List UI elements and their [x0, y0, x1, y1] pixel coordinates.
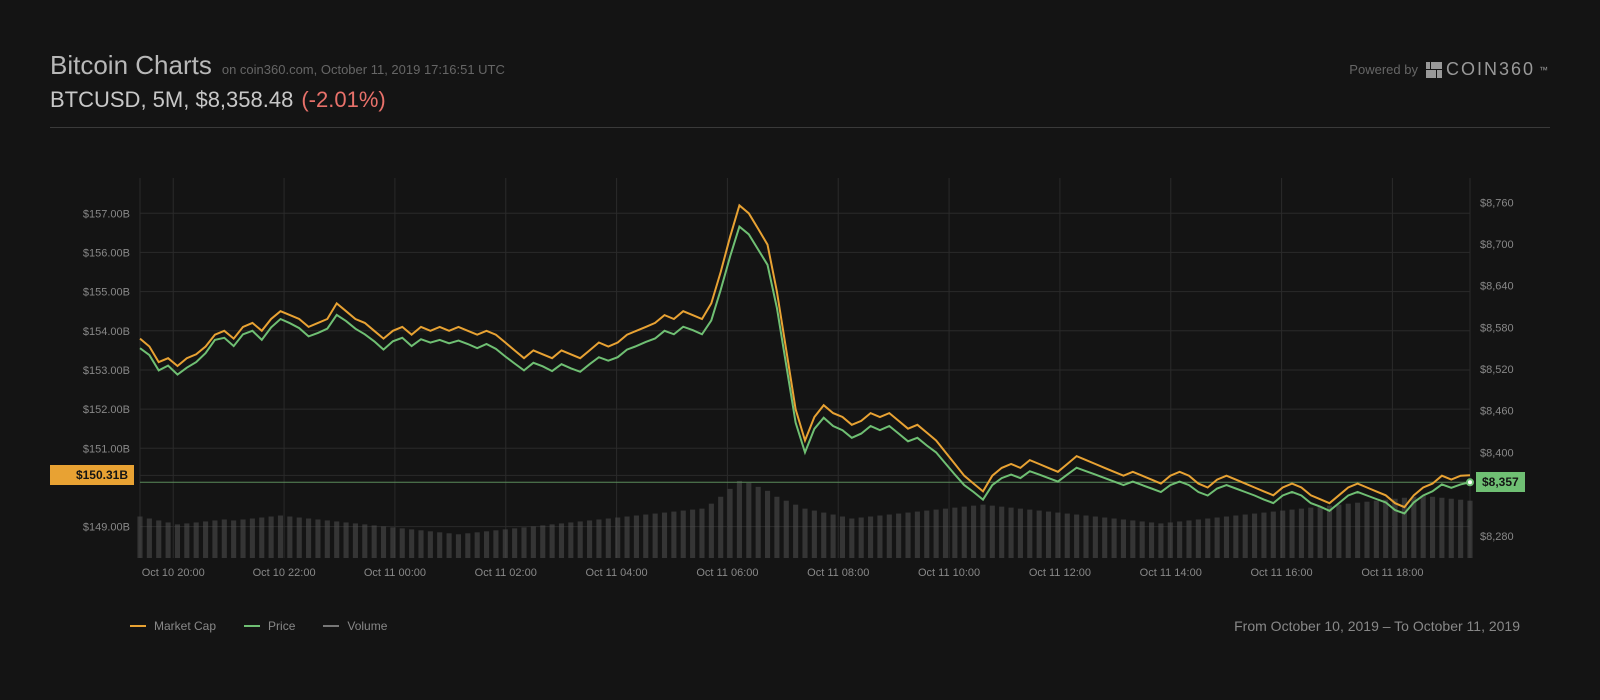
svg-text:$8,700: $8,700: [1480, 239, 1514, 251]
change-pct: (-2.01%): [301, 87, 385, 113]
page-title: Bitcoin Charts: [50, 50, 212, 81]
price-chart-svg: $149.00B $151.00B $152.00B $153.00B $154.00B…: [50, 168, 1550, 588]
svg-text:$8,520: $8,520: [1480, 364, 1514, 376]
svg-text:Oct 10 20:00: Oct 10 20:00: [142, 567, 205, 579]
legend-row: Market Cap Price Volume From October 10, 2…: [50, 618, 1550, 634]
svg-text:Oct 11 00:00: Oct 11 00:00: [364, 567, 426, 579]
chart-container: Bitcoin Charts on coin360.com, October 1…: [0, 0, 1600, 654]
svg-text:Oct 10 22:00: Oct 10 22:00: [253, 567, 316, 579]
svg-text:$153.00B: $153.00B: [83, 365, 130, 377]
powered-by-label: Powered by: [1349, 62, 1418, 77]
svg-text:$8,640: $8,640: [1480, 281, 1514, 293]
svg-text:$8,400: $8,400: [1480, 447, 1514, 459]
svg-text:$8,580: $8,580: [1480, 322, 1514, 334]
legend-item: Volume: [323, 619, 387, 633]
source-line: on coin360.com, October 11, 2019 17:16:5…: [222, 62, 505, 77]
divider: [50, 127, 1550, 128]
svg-text:Oct 11 06:00: Oct 11 06:00: [696, 567, 758, 579]
right-price-marker: $8,357: [1476, 472, 1525, 492]
header-row: Bitcoin Charts on coin360.com, October 1…: [50, 50, 1550, 81]
svg-text:Oct 11 04:00: Oct 11 04:00: [585, 567, 647, 579]
svg-text:$151.00B: $151.00B: [83, 443, 130, 455]
svg-text:$8,460: $8,460: [1480, 406, 1514, 418]
svg-text:$154.00B: $154.00B: [83, 326, 130, 338]
svg-text:Oct 11 08:00: Oct 11 08:00: [807, 567, 869, 579]
svg-text:Oct 11 18:00: Oct 11 18:00: [1361, 567, 1423, 579]
grid-icon: [1426, 62, 1442, 78]
svg-text:$156.00B: $156.00B: [83, 247, 130, 259]
svg-text:$152.00B: $152.00B: [83, 404, 130, 416]
brand-tm: ™: [1539, 65, 1550, 75]
svg-text:$8,280: $8,280: [1480, 531, 1514, 543]
svg-text:Oct 11 12:00: Oct 11 12:00: [1029, 567, 1091, 579]
brand-logo: COIN360 ™: [1426, 59, 1550, 80]
powered-by: Powered by COIN360 ™: [1349, 59, 1550, 80]
legend-item: Price: [244, 619, 295, 633]
svg-text:Oct 11 02:00: Oct 11 02:00: [475, 567, 537, 579]
svg-text:$155.00B: $155.00B: [83, 287, 130, 299]
svg-text:Oct 11 16:00: Oct 11 16:00: [1250, 567, 1312, 579]
svg-text:$149.00B: $149.00B: [83, 522, 130, 534]
chart-area[interactable]: $149.00B $151.00B $152.00B $153.00B $154.00B…: [50, 168, 1550, 588]
svg-text:$8,760: $8,760: [1480, 197, 1514, 209]
svg-text:$157.00B: $157.00B: [83, 208, 130, 220]
date-range: From October 10, 2019 – To October 11, 2…: [1234, 618, 1520, 634]
brand-text: COIN360: [1446, 59, 1535, 80]
left-price-marker: $150.31B: [50, 465, 134, 485]
svg-text:Oct 11 14:00: Oct 11 14:00: [1140, 567, 1202, 579]
legend-item: Market Cap: [130, 619, 216, 633]
svg-text:Oct 11 10:00: Oct 11 10:00: [918, 567, 980, 579]
pair-label: BTCUSD, 5M, $8,358.48: [50, 87, 293, 113]
legend-items: Market Cap Price Volume: [130, 619, 387, 633]
pair-row: BTCUSD, 5M, $8,358.48 (-2.01%): [50, 87, 1550, 113]
